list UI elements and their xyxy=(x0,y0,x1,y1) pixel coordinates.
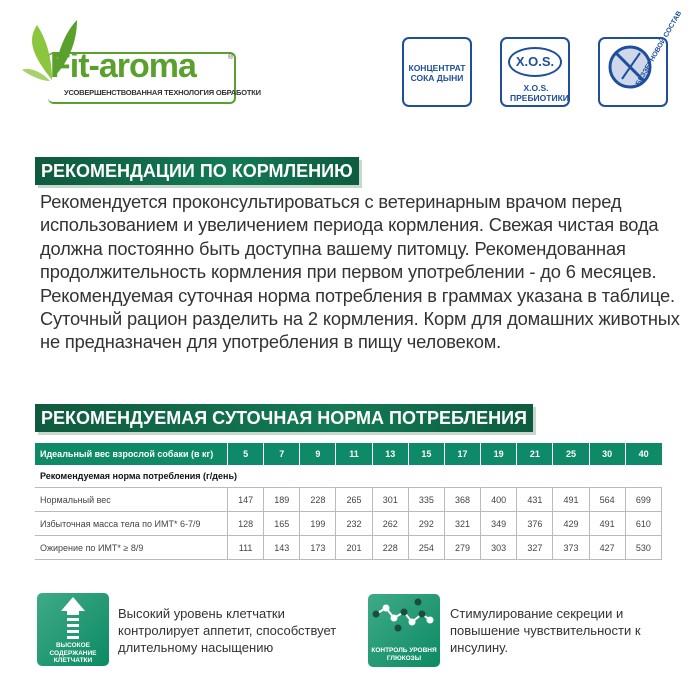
grain-free-badge-icon: БЕЗЗЕРНОВОЙ СОСТАВ xyxy=(598,10,683,107)
xos-badge-icon: X.O.S. X.O.S. ПРЕБИОТИКИ xyxy=(500,37,570,107)
badge-label: КОНЦЕНТРАТ СОКА ДЫНИ xyxy=(408,63,466,83)
melon-juice-badge-icon: КОНЦЕНТРАТ СОКА ДЫНИ xyxy=(402,37,472,107)
value-cell: 335 xyxy=(407,487,445,512)
value-cell: 427 xyxy=(588,535,626,560)
value-cell: 292 xyxy=(407,511,445,536)
value-cell: 143 xyxy=(263,535,301,560)
row-label: Избыточная масса тела по ИМТ* 6-7/9 xyxy=(35,511,228,536)
value-cell: 147 xyxy=(226,487,265,512)
feature-icon-label: КОНТРОЛЬ УРОВНЯ ГЛЮКОЗЫ xyxy=(371,647,437,662)
weight-cell: 30 xyxy=(588,443,626,465)
weight-cell: 5 xyxy=(226,443,264,465)
logo-name: Fit-aroma xyxy=(50,47,197,85)
value-cell: 262 xyxy=(371,511,409,536)
value-cell: 491 xyxy=(552,487,590,512)
row-label: Ожирение по ИМТ* ≥ 8/9 xyxy=(35,535,228,560)
feature-icon-label: ВЫСОКОЕ СОДЕРЖАНИЕ КЛЕТЧАТКИ xyxy=(49,642,97,664)
high-fiber-icon: ВЫСОКОЕ СОДЕРЖАНИЕ КЛЕТЧАТКИ xyxy=(37,593,109,666)
weight-cell: 11 xyxy=(335,443,373,465)
value-cell: 128 xyxy=(226,511,265,536)
value-cell: 429 xyxy=(552,511,590,536)
value-cell: 301 xyxy=(371,487,409,512)
feeding-text: Рекомендуется проконсультироваться с вет… xyxy=(40,191,680,353)
value-cell: 530 xyxy=(624,535,663,560)
value-cell: 327 xyxy=(516,535,554,560)
value-cell: 431 xyxy=(516,487,554,512)
badge-label: X.O.S. ПРЕБИОТИКИ xyxy=(510,83,569,103)
weight-cell: 17 xyxy=(443,443,481,465)
feature-text: Стимулирование секреции и повышение чувс… xyxy=(450,606,641,655)
weight-cell: 9 xyxy=(299,443,336,465)
weight-cell: 7 xyxy=(263,443,300,465)
value-cell: 279 xyxy=(443,535,482,560)
value-cell: 201 xyxy=(335,535,373,560)
weight-cell: 40 xyxy=(624,443,662,465)
weight-cell: 25 xyxy=(552,443,590,465)
norm-title: РЕКОМЕНДУЕМАЯ СУТОЧНАЯ НОРМА ПОТРЕБЛЕНИЯ xyxy=(35,404,533,432)
feeding-title: РЕКОМЕНДАЦИИ ПО КОРМЛЕНИЮ xyxy=(35,157,359,185)
feature-text: Высокий уровень клетчатки контролирует а… xyxy=(118,606,337,655)
value-cell: 376 xyxy=(516,511,554,536)
weight-cell: 13 xyxy=(371,443,409,465)
value-cell: 173 xyxy=(299,535,337,560)
weight-header: Идеальный вес взрослой собаки (в кг) xyxy=(35,443,228,465)
value-cell: 400 xyxy=(480,487,518,512)
norm-subheader: Рекомендуемая норма потребления (г/день) xyxy=(40,471,237,481)
value-cell: 321 xyxy=(443,511,482,536)
value-cell: 564 xyxy=(588,487,626,512)
registered-mark: ® xyxy=(228,54,234,61)
logo-frame xyxy=(48,52,236,104)
xos-title: X.O.S. xyxy=(508,47,562,77)
weight-cell: 15 xyxy=(407,443,445,465)
value-cell: 265 xyxy=(335,487,373,512)
table-subheader-row: Рекомендуемая норма потребления (г/день) xyxy=(35,465,662,488)
value-cell: 349 xyxy=(480,511,518,536)
table-row: Избыточная масса тела по ИМТ* 6-7/9 128 16… xyxy=(35,511,663,536)
value-cell: 165 xyxy=(263,511,301,536)
value-cell: 228 xyxy=(299,487,337,512)
table-header-row: Идеальный вес взрослой собаки (в кг) 5 7… xyxy=(35,443,662,465)
row-label: Нормальный вес xyxy=(35,487,228,512)
value-cell: 373 xyxy=(552,535,590,560)
value-cell: 189 xyxy=(263,487,301,512)
value-cell: 254 xyxy=(407,535,445,560)
value-cell: 368 xyxy=(443,487,482,512)
value-cell: 303 xyxy=(480,535,518,560)
leaves-icon xyxy=(22,20,77,81)
weight-cell: 19 xyxy=(480,443,517,465)
value-cell: 699 xyxy=(624,487,663,512)
table-row: Ожирение по ИМТ* ≥ 8/9 111 143 173 201 228 254… xyxy=(35,535,663,560)
logo-tagline: УСОВЕРШЕНСТВОВАННАЯ ТЕХНОЛОГИЯ ОБРАБОТКИ xyxy=(64,88,261,97)
glucose-control-icon: КОНТРОЛЬ УРОВНЯ ГЛЮКОЗЫ xyxy=(368,594,440,667)
value-cell: 199 xyxy=(299,511,337,536)
weight-cell: 21 xyxy=(516,443,553,465)
value-cell: 610 xyxy=(624,511,663,536)
value-cell: 228 xyxy=(371,535,409,560)
value-cell: 232 xyxy=(335,511,373,536)
value-cell: 491 xyxy=(588,511,626,536)
table-row: Нормальный вес 147 189 228 265 301 335 368 400 43… xyxy=(35,487,663,512)
feeding-table: Идеальный вес взрослой собаки (в кг) 5 7… xyxy=(35,443,663,560)
value-cell: 111 xyxy=(226,535,265,560)
